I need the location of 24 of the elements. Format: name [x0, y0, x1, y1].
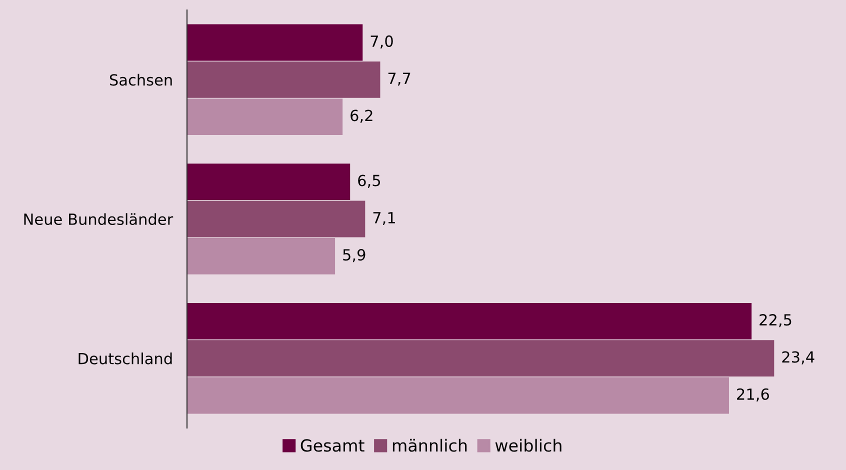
data-label: 21,6: [737, 388, 769, 402]
bar: [187, 164, 350, 200]
y-tick-label: Deutschland: [78, 352, 172, 364]
data-label: 7,1: [373, 212, 395, 225]
bar: [187, 377, 729, 414]
data-label: 7,0: [370, 35, 393, 49]
bar: [187, 98, 343, 136]
legend-label: männlich: [392, 438, 467, 452]
data-label: 7,7: [388, 72, 410, 86]
data-label: 5,9: [343, 249, 366, 262]
data-label: 22,5: [760, 314, 792, 328]
bar: [187, 24, 363, 61]
data-label: 6,5: [358, 174, 380, 188]
data-label: 6,2: [350, 110, 372, 123]
bar: [187, 302, 752, 340]
bar: [187, 238, 336, 274]
y-tick-label: Sachsen: [110, 74, 172, 86]
bar: [187, 340, 774, 377]
bar: [187, 200, 366, 238]
legend-label: Gesamt: [300, 439, 364, 452]
bar: [187, 61, 380, 98]
data-label: 23,4: [782, 351, 814, 364]
y-tick-label: Neue Bundesländer: [24, 213, 174, 226]
legend-label: weiblich: [495, 438, 562, 452]
